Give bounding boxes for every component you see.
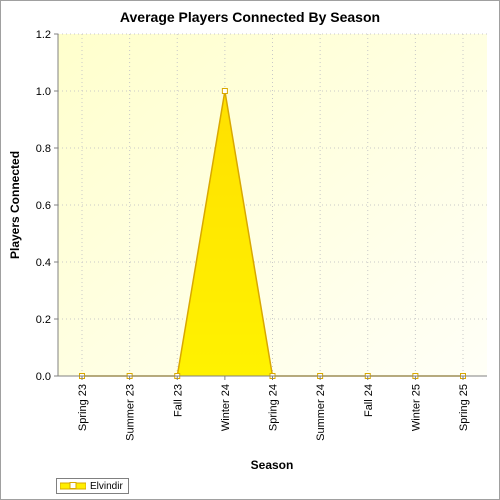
x-tick-label: Spring 25 bbox=[458, 384, 470, 431]
x-tick-label: Spring 23 bbox=[77, 384, 89, 431]
y-tick-label: 1.0 bbox=[36, 86, 51, 98]
y-tick-label: 0.4 bbox=[36, 257, 51, 269]
x-tick-label: Summer 24 bbox=[315, 384, 327, 441]
x-tick-label: Summer 23 bbox=[125, 384, 137, 441]
x-tick-label: Fall 23 bbox=[172, 384, 184, 417]
x-axis-label: Season bbox=[251, 458, 294, 472]
y-axis-label: Players Connected bbox=[8, 151, 22, 259]
legend-swatch-icon bbox=[60, 482, 86, 490]
y-tick-label: 0.6 bbox=[36, 200, 51, 212]
x-tick-label: Winter 25 bbox=[410, 384, 422, 431]
chart-title: Average Players Connected By Season bbox=[120, 9, 380, 25]
legend-label: Elvindir bbox=[90, 480, 123, 492]
y-tick-label: 0.2 bbox=[36, 314, 51, 326]
x-tick-label: Spring 24 bbox=[268, 384, 280, 431]
y-tick-label: 1.2 bbox=[36, 29, 51, 41]
data-point bbox=[221, 88, 228, 94]
legend: Elvindir bbox=[56, 478, 129, 494]
y-tick-label: 0.8 bbox=[36, 143, 51, 155]
x-tick-label: Winter 24 bbox=[220, 384, 232, 431]
x-axis-ticks: Spring 23 Summer 23 Fall 23 Winter 24 Spring… bbox=[77, 376, 470, 441]
x-tick-label: Fall 24 bbox=[363, 384, 375, 417]
y-axis-ticks: 0.0 0.2 0.4 0.6 0.8 1.0 1.2 bbox=[36, 29, 58, 383]
y-tick-label: 0.0 bbox=[36, 371, 51, 383]
